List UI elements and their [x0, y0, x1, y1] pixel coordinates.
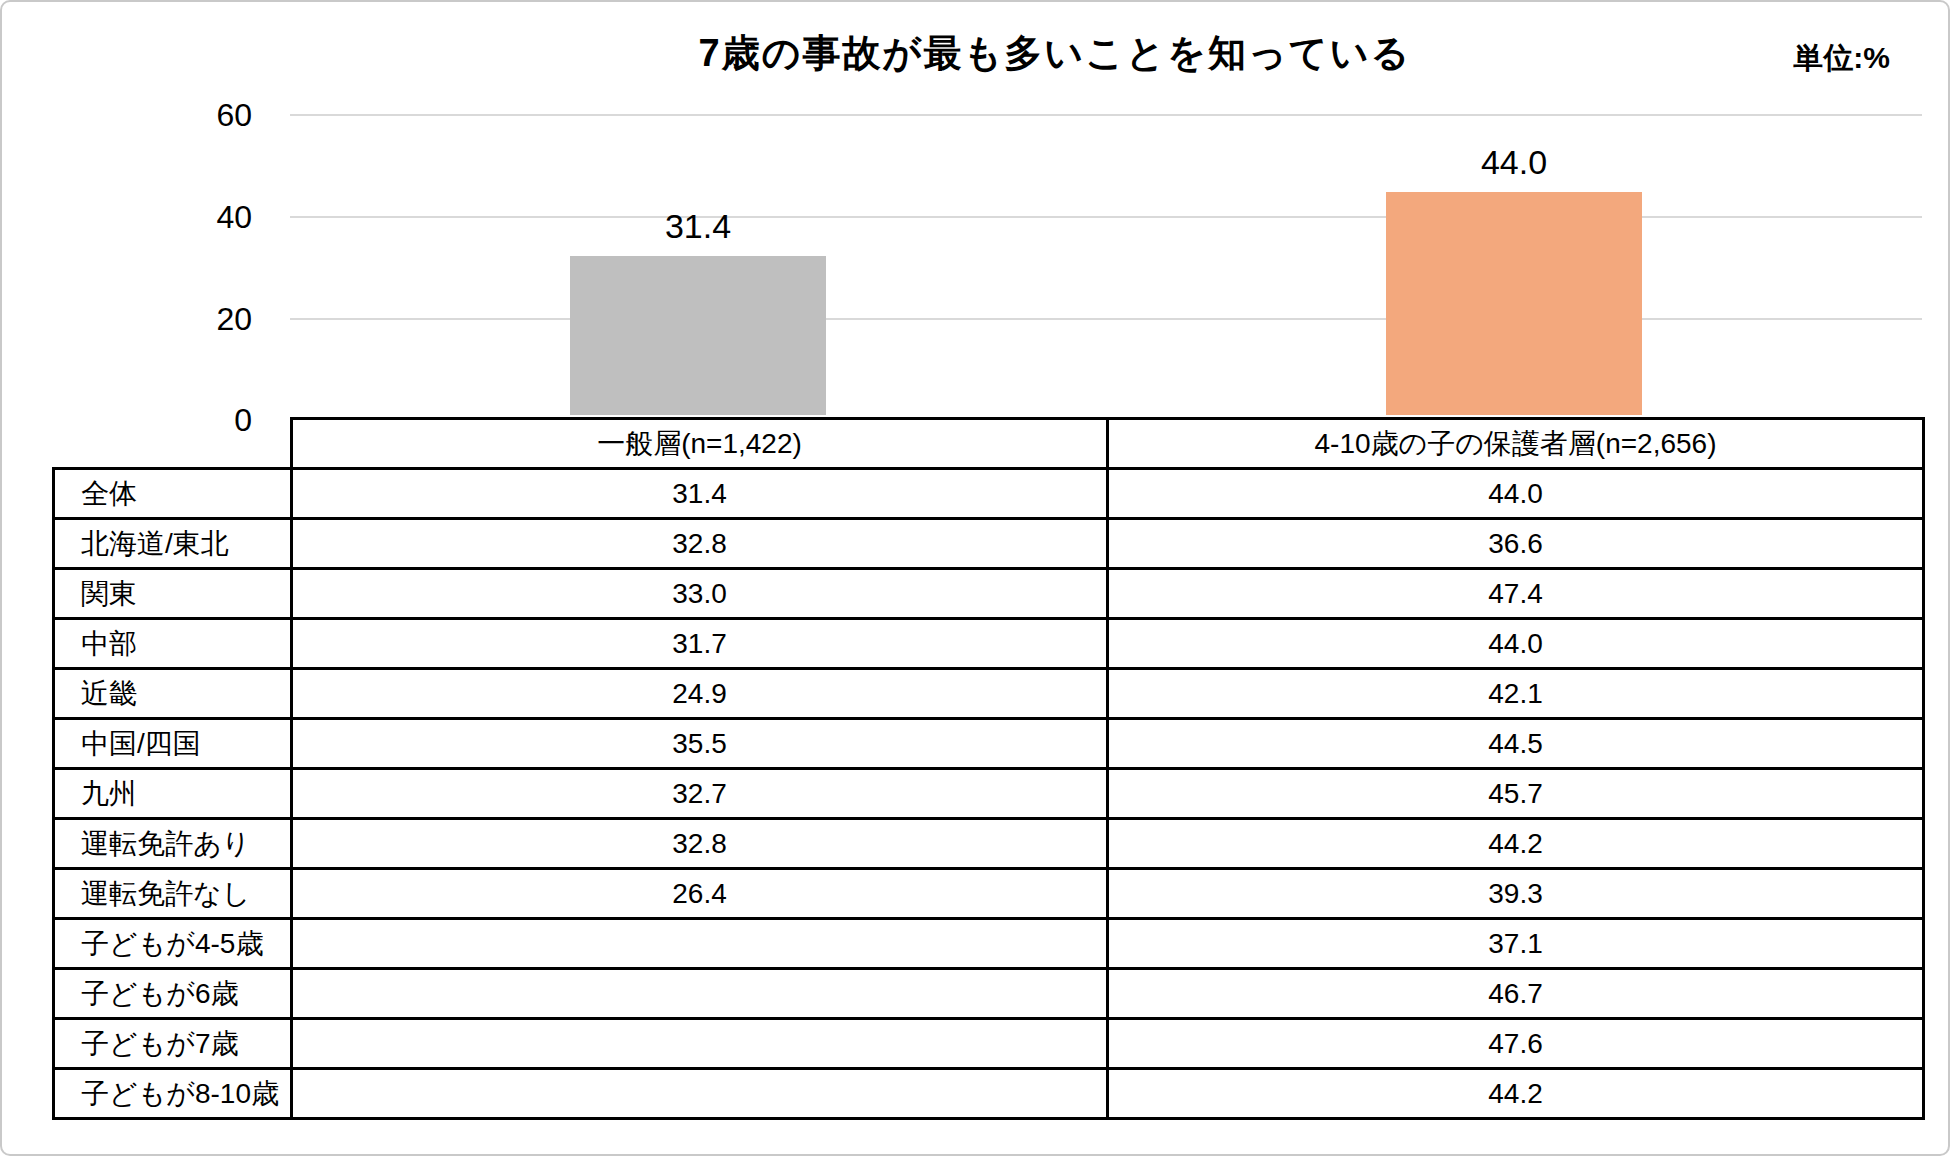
chart-with-table: 7歳の事故が最も多いことを知っている 単位:% 60 40 20 0 31.4 … [0, 0, 1950, 1156]
ytick-60: 60 [132, 97, 252, 133]
row-label: 北海道/東北 [54, 519, 292, 569]
cell-parents: 44.0 [1108, 469, 1924, 519]
cell-parents: 44.0 [1108, 619, 1924, 669]
table-row: 関東 33.0 47.4 [54, 569, 1924, 619]
chart-title: 7歳の事故が最も多いことを知っている [290, 28, 1820, 79]
cell-general: 31.4 [292, 469, 1108, 519]
cell-parents: 44.2 [1108, 819, 1924, 869]
table-header-parents: 4-10歳の子の保護者層(n=2,656) [1108, 419, 1924, 469]
cell-parents: 36.6 [1108, 519, 1924, 569]
row-label: 九州 [54, 769, 292, 819]
table-row: 子どもが8-10歳 44.2 [54, 1069, 1924, 1119]
table-row: 全体 31.4 44.0 [54, 469, 1924, 519]
cell-general: 32.8 [292, 519, 1108, 569]
row-label: 運転免許なし [54, 869, 292, 919]
unit-label: 単位:% [1793, 38, 1890, 79]
cell-general: 35.5 [292, 719, 1108, 769]
cell-parents: 46.7 [1108, 969, 1924, 1019]
cell-parents: 45.7 [1108, 769, 1924, 819]
table-row: 中国/四国 35.5 44.5 [54, 719, 1924, 769]
row-label: 全体 [54, 469, 292, 519]
cell-general: 31.7 [292, 619, 1108, 669]
bar-value-general: 31.4 [665, 206, 731, 246]
row-label: 子どもが7歳 [54, 1019, 292, 1069]
gridline-60 [290, 114, 1922, 116]
table-header-spacer [54, 419, 292, 469]
cell-parents: 42.1 [1108, 669, 1924, 719]
cell-general: 26.4 [292, 869, 1108, 919]
gridline-20 [290, 318, 1922, 320]
bar-column-parents: 44.0 [1386, 142, 1642, 415]
table-row: 運転免許あり 32.8 44.2 [54, 819, 1924, 869]
table-row: 子どもが4-5歳 37.1 [54, 919, 1924, 969]
ytick-20: 20 [132, 301, 252, 337]
bar-general [570, 256, 826, 415]
row-label: 中国/四国 [54, 719, 292, 769]
cell-general: 24.9 [292, 669, 1108, 719]
cell-parents: 37.1 [1108, 919, 1924, 969]
table-row: 子どもが7歳 47.6 [54, 1019, 1924, 1069]
table-header-general: 一般層(n=1,422) [292, 419, 1108, 469]
table-row: 子どもが6歳 46.7 [54, 969, 1924, 1019]
cell-general: 32.8 [292, 819, 1108, 869]
table-row: 中部 31.7 44.0 [54, 619, 1924, 669]
cell-parents: 44.5 [1108, 719, 1924, 769]
row-label: 中部 [54, 619, 292, 669]
table-row: 近畿 24.9 42.1 [54, 669, 1924, 719]
row-label: 子どもが8-10歳 [54, 1069, 292, 1119]
cell-parents: 39.3 [1108, 869, 1924, 919]
row-label: 子どもが6歳 [54, 969, 292, 1019]
cell-general [292, 1069, 1108, 1119]
table-row: 運転免許なし 26.4 39.3 [54, 869, 1924, 919]
table-header-row: 一般層(n=1,422) 4-10歳の子の保護者層(n=2,656) [54, 419, 1924, 469]
row-label: 関東 [54, 569, 292, 619]
cell-general: 33.0 [292, 569, 1108, 619]
bar-column-general: 31.4 [570, 206, 826, 415]
row-label: 運転免許あり [54, 819, 292, 869]
row-label: 子どもが4-5歳 [54, 919, 292, 969]
gridline-40 [290, 216, 1922, 218]
bar-parents [1386, 192, 1642, 415]
cell-general: 32.7 [292, 769, 1108, 819]
row-label: 近畿 [54, 669, 292, 719]
bar-value-parents: 44.0 [1481, 142, 1547, 182]
cell-general [292, 1019, 1108, 1069]
chart-data-table: 一般層(n=1,422) 4-10歳の子の保護者層(n=2,656) 全体 31… [52, 417, 1925, 1120]
table-row: 北海道/東北 32.8 36.6 [54, 519, 1924, 569]
cell-parents: 47.4 [1108, 569, 1924, 619]
cell-parents: 47.6 [1108, 1019, 1924, 1069]
ytick-40: 40 [132, 199, 252, 235]
table-row: 九州 32.7 45.7 [54, 769, 1924, 819]
cell-parents: 44.2 [1108, 1069, 1924, 1119]
cell-general [292, 919, 1108, 969]
cell-general [292, 969, 1108, 1019]
